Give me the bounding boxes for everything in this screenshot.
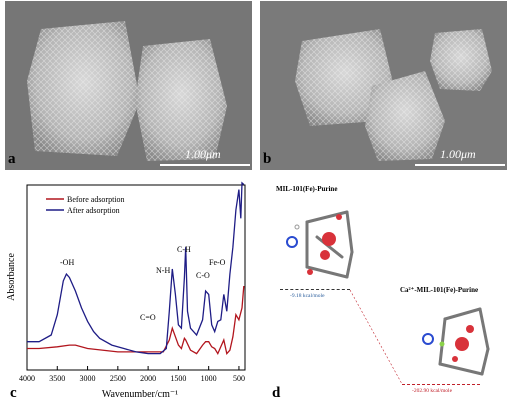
x-tick-label-1000: 1000 — [201, 374, 217, 383]
panel-letter-b: b — [263, 151, 272, 167]
scale-bar-a — [160, 164, 250, 166]
annotation-oh: -OH — [60, 258, 74, 267]
x-tick-label-500: 500 — [233, 374, 245, 383]
legend-label-before: Before adsorption — [67, 195, 125, 204]
annotation-ch: C-H — [177, 245, 191, 254]
sem-texture-b — [260, 1, 507, 170]
scale-label-a: 1.00μm — [185, 147, 221, 161]
energy-top: -9.18 kcal/mole — [290, 293, 325, 299]
x-tick-label-4000: 4000 — [19, 374, 35, 383]
annotation-co-double: C=O — [140, 313, 156, 322]
x-tick-label-3500: 3500 — [49, 374, 65, 383]
annotation-feo: Fe-O — [209, 258, 226, 267]
sem-image-a: 1.00μm a — [5, 1, 252, 170]
ftir-ylabel: Absorbance — [6, 253, 17, 301]
model-structure-top — [286, 210, 354, 279]
model-title-bottom: Ca²⁺-MIL-101(Fe)-Purine — [400, 286, 479, 294]
model-structure-bottom — [422, 307, 490, 376]
energy-line-top — [280, 289, 350, 290]
annotation-co: C-O — [196, 271, 210, 280]
sem-texture-a — [5, 1, 252, 170]
sem-image-b: 1.00μm b — [260, 1, 507, 170]
x-tick-label-1500: 1500 — [170, 374, 186, 383]
model-title-top: MIL-101(Fe)-Purine — [276, 185, 338, 193]
legend-label-after: After adsorption — [67, 206, 120, 215]
ftir-legend: Before adsorption After adsorption — [46, 195, 125, 215]
scale-bar-b — [415, 164, 505, 166]
panel-letter-c: c — [10, 385, 17, 401]
ftir-chart: Absorbance Wavenumber/cm⁻¹ 4000 3500 3000 2… — [6, 181, 246, 400]
series-after-adsorption — [27, 181, 245, 355]
energy-bottom: -202.90 kcal/mole — [412, 388, 453, 394]
energy-connector — [349, 289, 403, 385]
molecular-models: MIL-101(Fe)-Purine -9.18 kcal/mole Ca²⁺-… — [262, 175, 512, 411]
x-tick-label-2500: 2500 — [110, 374, 126, 383]
panel-letter-a: a — [8, 151, 16, 167]
ftir-xlabel: Wavenumber/cm⁻¹ — [102, 389, 178, 400]
energy-line-bottom — [402, 384, 480, 385]
x-tick-label-3000: 3000 — [80, 374, 96, 383]
series-before-adsorption — [27, 285, 245, 356]
x-tick-label-2000: 2000 — [140, 374, 156, 383]
annotation-nh: N-H — [156, 266, 170, 275]
panel-letter-d: d — [272, 385, 281, 401]
scale-label-b: 1.00μm — [440, 147, 476, 161]
ftir-plot-frame — [26, 184, 246, 371]
